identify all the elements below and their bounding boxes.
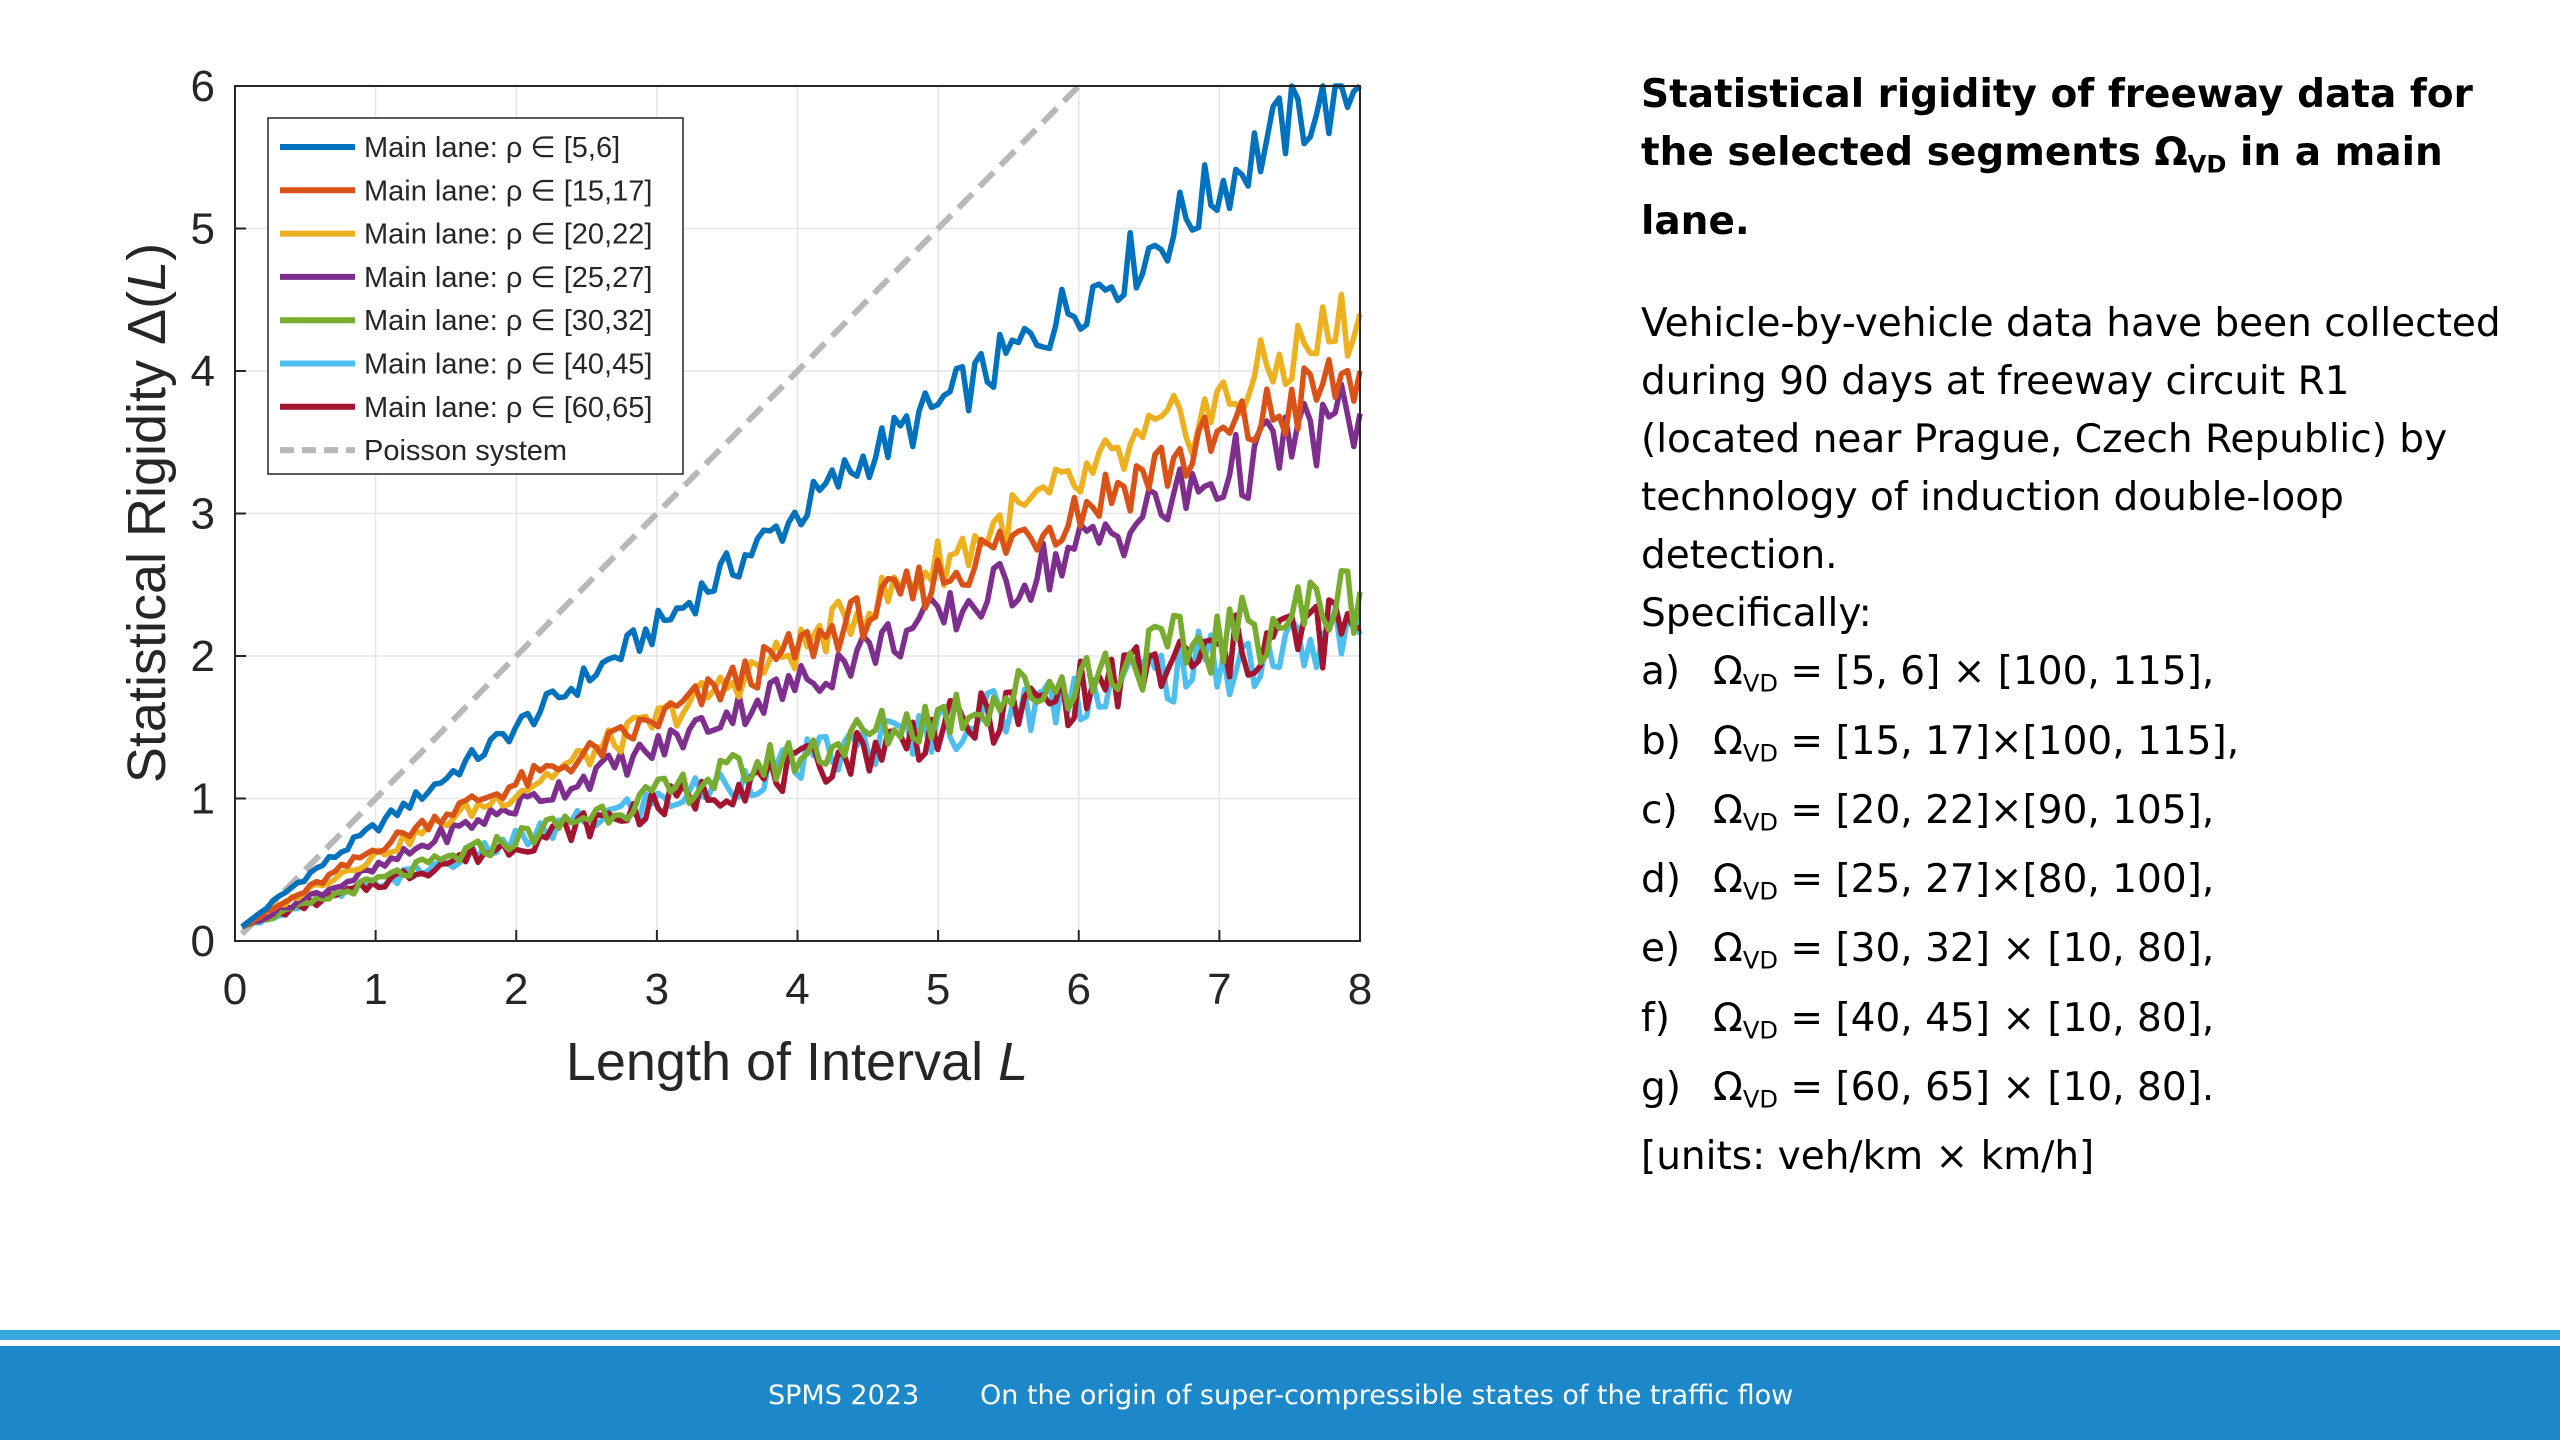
segment-omega: Ω (1713, 1064, 1743, 1110)
x-tick-label: 4 (785, 965, 809, 1014)
segment-omega-sub: VD (1742, 1085, 1778, 1113)
description-panel: Statistical rigidity of freeway data for… (1641, 66, 2501, 1186)
segment-omega-sub: VD (1742, 738, 1778, 767)
y-tick-label: 0 (191, 917, 215, 966)
legend: Main lane: ρ ∈ [5,6] Main lane: ρ ∈ [15,1… (267, 117, 684, 475)
panel-body-text: Vehicle-by-vehicle data have been collec… (1641, 301, 2501, 579)
segment-omega-sub: VD (1742, 669, 1778, 698)
series-line-1 (240, 83, 1362, 929)
legend-label: Main lane: ρ ∈ [15,17] (364, 175, 652, 207)
x-tick-label: 8 (1348, 965, 1372, 1014)
segment-omega: Ω (1713, 718, 1743, 764)
segment-item: b) ΩVD = [15, 17]×[100, 115], (1641, 713, 2501, 782)
series-line-2 (240, 357, 1363, 930)
panel-specifically: Specifically: (1641, 591, 1872, 637)
segment-omega-sub: VD (1742, 1015, 1778, 1044)
x-tick-label: 5 (926, 965, 950, 1014)
segment-item: d) ΩVD = [25, 27]×[80, 100], (1641, 851, 2501, 920)
segment-letter: d) (1641, 857, 1681, 902)
x-tick-label: 1 (363, 965, 387, 1014)
legend-label: Poisson system (364, 435, 567, 467)
segment-omega: Ω (1713, 926, 1743, 972)
segment-omega-sub: VD (1742, 808, 1778, 836)
segment-omega: Ω (1713, 995, 1743, 1041)
segment-value: = [60, 65] × [10, 80]. (1777, 1064, 2215, 1110)
segment-letter: b) (1641, 718, 1681, 764)
legend-label: Main lane: ρ ∈ [40,45] (364, 349, 652, 381)
ticks: 0 1 2 3 4 5 6 7 8 0 1 2 3 4 5 6 (191, 62, 1373, 1014)
footer-accent-line (0, 1330, 2560, 1340)
y-axis-label: Statistical Rigidity Δ(L) (117, 243, 177, 783)
legend-label: Main lane: ρ ∈ [25,27] (364, 262, 652, 294)
footer-bar: SPMS 2023 On the origin of super-compres… (0, 1346, 2560, 1440)
segment-value: = [5, 6] × [100, 115], (1777, 649, 2215, 695)
chart: 0 1 2 3 4 5 6 7 8 0 1 2 3 4 5 6 Length of Interval L St… (117, 62, 1373, 1092)
y-tick-label: 3 (191, 490, 215, 539)
segment-letter: g) (1641, 1064, 1681, 1110)
segment-omega-sub: VD (1742, 877, 1778, 906)
segment-item: c) ΩVD = [20, 22]×[90, 105], (1641, 782, 2501, 851)
segment-omega: Ω (1713, 787, 1743, 833)
x-tick-label: 6 (1067, 965, 1091, 1014)
panel-units: [units: veh/km × km/h] (1641, 1134, 2095, 1179)
segment-item: a) ΩVD = [5, 6] × [100, 115], (1641, 643, 2501, 712)
legend-label: Main lane: ρ ∈ [60,65] (364, 392, 652, 424)
panel-title: Statistical rigidity of freeway data for… (1641, 72, 2473, 245)
legend-label: Main lane: ρ ∈ [30,32] (364, 305, 652, 337)
segment-omega-sub: VD (1742, 946, 1778, 975)
x-tick-label: 7 (1207, 965, 1231, 1014)
segment-value: = [15, 17]×[100, 115], (1777, 718, 2240, 764)
segment-list: a) ΩVD = [5, 6] × [100, 115], b) ΩVD = [15,… (1641, 643, 2501, 1128)
x-axis-label: Length of Interval L (566, 1032, 1028, 1092)
y-tick-label: 2 (191, 632, 215, 681)
segment-omega: Ω (1713, 857, 1743, 902)
series-line-8 (239, 83, 1081, 937)
y-tick-label: 1 (191, 775, 215, 824)
segment-value: = [30, 32] × [10, 80], (1777, 926, 2215, 972)
segment-value: = [40, 45] × [10, 80], (1777, 995, 2215, 1041)
segment-letter: a) (1641, 649, 1681, 695)
y-tick-label: 4 (191, 347, 215, 396)
segment-item: f) ΩVD = [40, 45] × [10, 80], (1641, 990, 2501, 1059)
y-tick-label: 5 (191, 205, 215, 254)
segment-value: = [20, 22]×[90, 105], (1777, 787, 2215, 833)
series-layer (239, 83, 1363, 937)
segment-omega: Ω (1713, 649, 1743, 695)
legend-box (267, 117, 684, 475)
segment-letter: c) (1641, 787, 1678, 833)
segment-item: g) ΩVD = [60, 65] × [10, 80]. (1641, 1059, 2501, 1128)
series-line-4 (240, 381, 1363, 930)
segment-item: e) ΩVD = [30, 32] × [10, 80], (1641, 920, 2501, 989)
legend-label: Main lane: ρ ∈ [5,6] (364, 132, 620, 164)
x-tick-label: 2 (504, 965, 528, 1014)
x-tick-label: 0 (223, 965, 247, 1014)
series-line-7 (241, 597, 1361, 930)
footer-conference: SPMS 2023 (768, 1380, 920, 1411)
x-tick-label: 3 (645, 965, 669, 1014)
series-line-5 (241, 568, 1363, 930)
segment-letter: e) (1641, 926, 1681, 972)
footer-title: On the origin of super-compressible stat… (980, 1380, 1794, 1411)
segment-value: = [25, 27]×[80, 100], (1777, 857, 2215, 902)
legend-label: Main lane: ρ ∈ [20,22] (364, 219, 652, 251)
series-line-6 (241, 606, 1363, 930)
segment-letter: f) (1641, 995, 1670, 1041)
y-tick-label: 6 (191, 62, 215, 111)
